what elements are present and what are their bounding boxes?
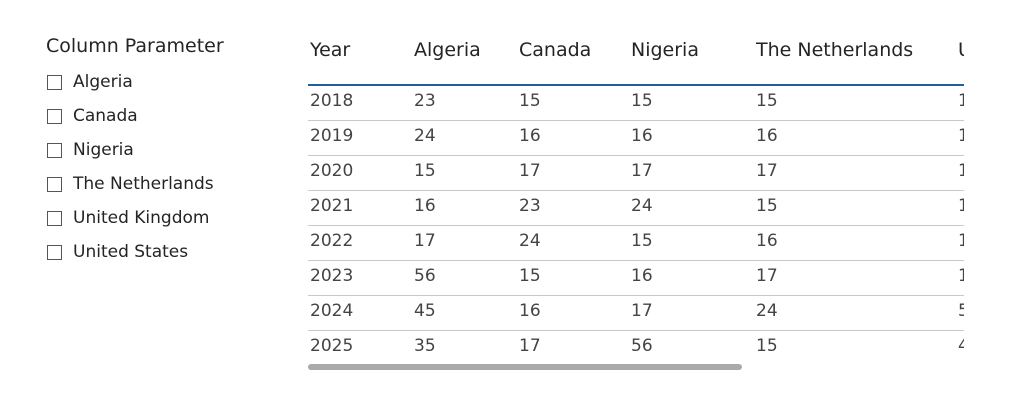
table-cell: 2022	[310, 231, 354, 251]
table-cell: 56	[631, 336, 653, 356]
slicer-item[interactable]: United States	[47, 241, 188, 263]
checkbox[interactable]	[47, 142, 62, 158]
slicer-item[interactable]: Nigeria	[47, 139, 134, 161]
slicer-item[interactable]: Canada	[47, 105, 138, 127]
table-cell: 15	[756, 196, 778, 216]
table-cell: 2024	[310, 301, 354, 321]
table-cell: 4	[958, 336, 964, 356]
checkbox[interactable]	[47, 108, 62, 124]
slicer-label: The Netherlands	[73, 174, 214, 194]
table: Year Algeria Canada Nigeria The Netherlands U…	[300, 30, 964, 360]
table-cell: 56	[414, 266, 436, 286]
table-cell: 15	[519, 91, 541, 111]
slicer-label: Nigeria	[73, 140, 134, 160]
table-cell: 2021	[310, 196, 354, 216]
table-cell: 24	[756, 301, 778, 321]
table-cell: 15	[756, 336, 778, 356]
table-cell: 2025	[310, 336, 354, 356]
table-cell: 16	[631, 266, 653, 286]
table-cell: 1	[958, 91, 964, 111]
scrollbar[interactable]	[308, 364, 742, 370]
slicer-title: Column Parameter	[46, 35, 224, 57]
checkbox[interactable]	[47, 210, 62, 226]
table-cell: 45	[414, 301, 436, 321]
table-cell: 15	[631, 91, 653, 111]
table-cell: 16	[756, 126, 778, 146]
checkbox[interactable]	[47, 244, 62, 260]
checkbox[interactable]	[47, 176, 62, 192]
row-separator	[308, 295, 964, 296]
row-separator	[308, 260, 964, 261]
table-cell: 16	[631, 126, 653, 146]
row-separator	[308, 225, 964, 226]
table-cell: 15	[414, 161, 436, 181]
table-cell: 2018	[310, 91, 354, 111]
table-cell: 15	[519, 266, 541, 286]
table-cell: 1	[958, 231, 964, 251]
slicer-label: United Kingdom	[73, 208, 210, 228]
slicer-label: Canada	[73, 106, 138, 126]
row-separator	[308, 190, 964, 191]
column-header: Nigeria	[631, 39, 699, 61]
table-cell: 1	[958, 266, 964, 286]
slicer-item[interactable]: United Kingdom	[47, 207, 209, 229]
table-cell: 17	[414, 231, 436, 251]
column-header: The Netherlands	[756, 39, 914, 61]
table-cell: 5	[958, 301, 964, 321]
header-underline	[308, 84, 964, 86]
table-cell: 35	[414, 336, 436, 356]
table-cell: 17	[519, 336, 541, 356]
table-cell: 23	[519, 196, 541, 216]
table-cell: 24	[414, 126, 436, 146]
table-cell: 15	[756, 91, 778, 111]
table-cell: 1	[958, 196, 964, 216]
table-cell: 17	[631, 161, 653, 181]
table-cell: 17	[631, 301, 653, 321]
row-separator	[308, 155, 964, 156]
checkbox[interactable]	[47, 74, 62, 90]
table-cell: 15	[631, 231, 653, 251]
table-cell: 23	[414, 91, 436, 111]
slicer-label: Algeria	[73, 72, 133, 92]
row-separator	[308, 120, 964, 121]
slicer-item[interactable]: Algeria	[47, 71, 133, 93]
table-cell: 17	[756, 161, 778, 181]
slicer-label: United States	[73, 242, 189, 262]
table-cell: 16	[414, 196, 436, 216]
slicer-item[interactable]: The Netherlands	[47, 173, 214, 195]
table-cell: 16	[756, 231, 778, 251]
column-header: Algeria	[414, 39, 481, 61]
table-cell: 16	[519, 126, 541, 146]
table-cell: 24	[519, 231, 541, 251]
table-cell: 16	[519, 301, 541, 321]
table-cell: 2019	[310, 126, 354, 146]
column-header: Canada	[519, 39, 592, 61]
table-cell: 1	[958, 161, 964, 181]
table-cell: 2020	[310, 161, 354, 181]
table-cell: 1	[958, 126, 964, 146]
table-cell: 17	[519, 161, 541, 181]
table-cell: 17	[756, 266, 778, 286]
column-header: U	[958, 39, 964, 61]
column-header: Year	[310, 39, 351, 61]
table-cell: 2023	[310, 266, 354, 286]
row-separator	[308, 330, 964, 331]
table-cell: 24	[631, 196, 653, 216]
